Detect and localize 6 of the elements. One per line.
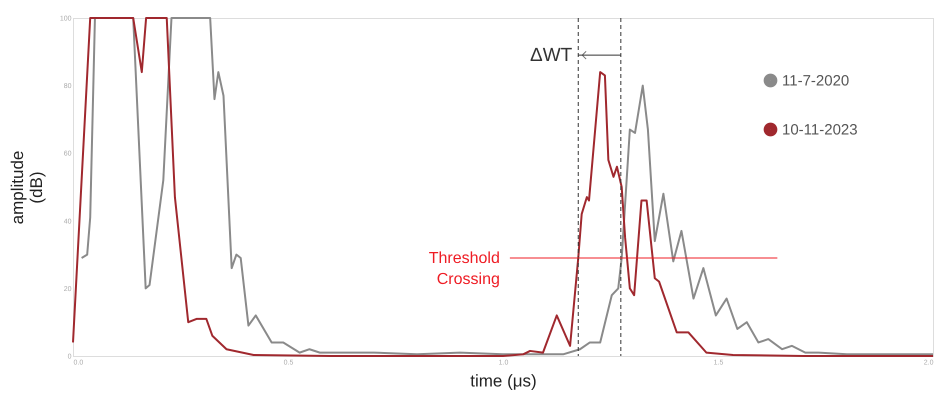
annotation: ΔWT	[530, 45, 573, 66]
x-axis-title: time (μs)	[470, 372, 537, 390]
legend-label: 11-7-2020	[782, 72, 850, 90]
ref-line-label: Threshold Crossing	[428, 250, 500, 288]
y-axis-title: amplitude (dB)	[8, 150, 46, 224]
legend-label: 10-11-2023	[782, 122, 858, 138]
